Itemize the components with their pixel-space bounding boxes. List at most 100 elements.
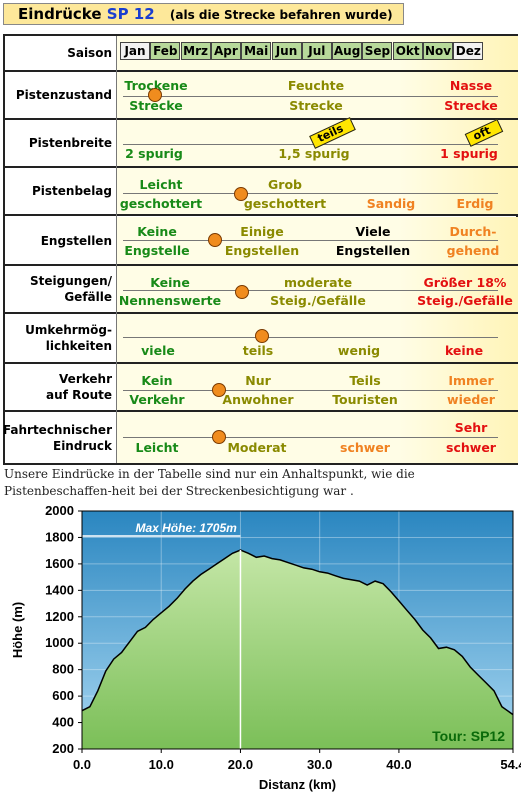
scale-line (123, 96, 498, 97)
scale-line (123, 193, 498, 194)
month-sep: Sep (362, 42, 393, 60)
label-verkehr: Verkehr auf Route (3, 364, 116, 410)
opt-sehr-schwer: schwer (446, 440, 496, 455)
opt-grob-geschottert: geschottert (243, 196, 327, 211)
month-mrz: Mrz (180, 42, 211, 60)
opt-immer-wieder: wieder (447, 392, 495, 407)
y-tick-label: 1800 (45, 529, 74, 544)
x-tick-label: 54.4 (500, 757, 521, 772)
month-jul: Jul (301, 42, 332, 60)
divider (3, 166, 518, 168)
elevation-area (82, 550, 513, 749)
opt-teils-touristen: Touristen (332, 392, 398, 407)
opt-trockene: Trockene (124, 78, 188, 93)
month-feb: Feb (150, 42, 181, 60)
opt-keine: Keine (137, 224, 177, 239)
opt-teils: teils (242, 343, 274, 358)
opt-sandig: Sandig (366, 196, 416, 211)
row-umkehr: Umkehrmög- lichkeiten (3, 314, 518, 362)
y-tick-label: 600 (52, 688, 74, 703)
label-verkehr-line2: auf Route (46, 388, 112, 402)
elevation-line (81, 549, 514, 716)
opt-durchgehend-1: Durch- (449, 224, 497, 239)
opt-grob: Grob (268, 177, 302, 192)
opt-feuchte: Feuchte (287, 78, 345, 93)
title-main: Eindrücke (18, 5, 102, 23)
y-tick-label: 200 (52, 741, 74, 756)
opt-durchgehend-2: gehend (446, 243, 500, 258)
month-okt: Okt (392, 42, 423, 60)
label-fahrtechnisch-line1: Fahrtechnischer (2, 422, 112, 437)
x-axis-label: Distanz (km) (259, 777, 336, 792)
x-tick-label: 20.0 (228, 757, 253, 772)
opt-groesser-18: Größer 18% (423, 275, 507, 290)
opt-moderate: moderate (283, 275, 353, 290)
y-tick-label: 1200 (45, 609, 74, 624)
opt-wenig: wenig (337, 343, 381, 358)
month-nov: Nov (423, 42, 453, 60)
month-dez: Dez (453, 42, 484, 60)
plot-border (81, 510, 514, 750)
opt-nasse: Nasse (449, 78, 493, 93)
month-apr: Apr (210, 42, 241, 60)
opt-einige: Einige (240, 224, 284, 239)
elevation-chart: 200 400 600 800 1000 1200 1400 1600 1800 2000 0.0 1… (0, 503, 521, 802)
divider (3, 118, 518, 120)
divider (3, 264, 518, 266)
opt-kein-verkehr: Verkehr (129, 392, 185, 407)
title-route: SP 12 (106, 5, 155, 23)
y-axis-label: Höhe (m) (10, 602, 25, 658)
title-subtitle: (als die Strecke befahren wurde) (169, 8, 393, 22)
opt-nennenswerte: Nennenswerte (118, 293, 222, 308)
row-pistenzustand: Pistenzustand (3, 72, 518, 118)
month-jun: Jun (271, 42, 302, 60)
rating-marker (234, 187, 248, 201)
y-tick-label: 800 (52, 662, 74, 677)
opt-viele: viele (141, 343, 175, 358)
scale-line (123, 390, 498, 391)
y-tick-label: 1000 (45, 635, 74, 650)
axis-ticks: 200 400 600 800 1000 1200 1400 1600 1800 2000 0.0 1… (45, 503, 521, 772)
opt-schwer: schwer (340, 440, 390, 455)
y-tick-label: 1400 (45, 582, 74, 597)
column-divider (116, 36, 117, 463)
max-height-annotation: Max Höhe: 1705m (135, 521, 237, 535)
scale-line (123, 144, 498, 145)
label-umkehr-line1: Umkehrmög- (25, 323, 112, 337)
opt-keine-engstelle: Engstelle (124, 243, 190, 258)
opt-keine: Keine (150, 275, 190, 290)
opt-keine: keine (444, 343, 484, 358)
label-fahrtechnisch-line2: Eindruck (53, 438, 112, 453)
x-tick-label: 30.0 (307, 757, 332, 772)
label-umkehr: Umkehrmög- lichkeiten (3, 314, 116, 362)
opt-trockene-strecke: Strecke (129, 98, 183, 113)
opt-2-spurig: 2 spurig (125, 146, 183, 161)
opt-viele-engstellen: Engstellen (335, 243, 411, 258)
opt-erdig: Erdig (456, 196, 494, 211)
opt-teils: Teils (349, 373, 381, 388)
opt-groesser-steig: Steig./Gefälle (417, 293, 513, 308)
month-aug: Aug (332, 42, 363, 60)
row-verkehr: Verkehr auf Route (3, 364, 518, 410)
label-engstellen: Engstellen (40, 233, 112, 248)
opt-leicht: Leicht (139, 177, 183, 192)
y-tick-label: 1600 (45, 556, 74, 571)
rating-marker (235, 285, 249, 299)
scale-line (123, 240, 498, 241)
opt-feuchte-strecke: Strecke (289, 98, 343, 113)
label-steigungen: Steigungen/ Gefälle (3, 266, 116, 312)
y-tick-label: 400 (52, 715, 74, 730)
opt-kein: Kein (141, 373, 173, 388)
scale-line (123, 290, 498, 291)
label-pistenzustand: Pistenzustand (15, 88, 112, 102)
opt-nasse-strecke: Strecke (444, 98, 498, 113)
page-title: Eindrücke SP 12 (als die Strecke befahre… (3, 3, 404, 25)
elevation-chart-svg: 200 400 600 800 1000 1200 1400 1600 1800 2000 0.0 1… (0, 503, 521, 802)
opt-leicht-geschottert: geschottert (119, 196, 203, 211)
divider (3, 362, 518, 364)
rating-marker (148, 88, 162, 102)
y-tick-label: 2000 (45, 503, 74, 518)
scale-line (123, 437, 498, 438)
x-tick-label: 40.0 (386, 757, 411, 772)
opt-immer: Immer (448, 373, 494, 388)
